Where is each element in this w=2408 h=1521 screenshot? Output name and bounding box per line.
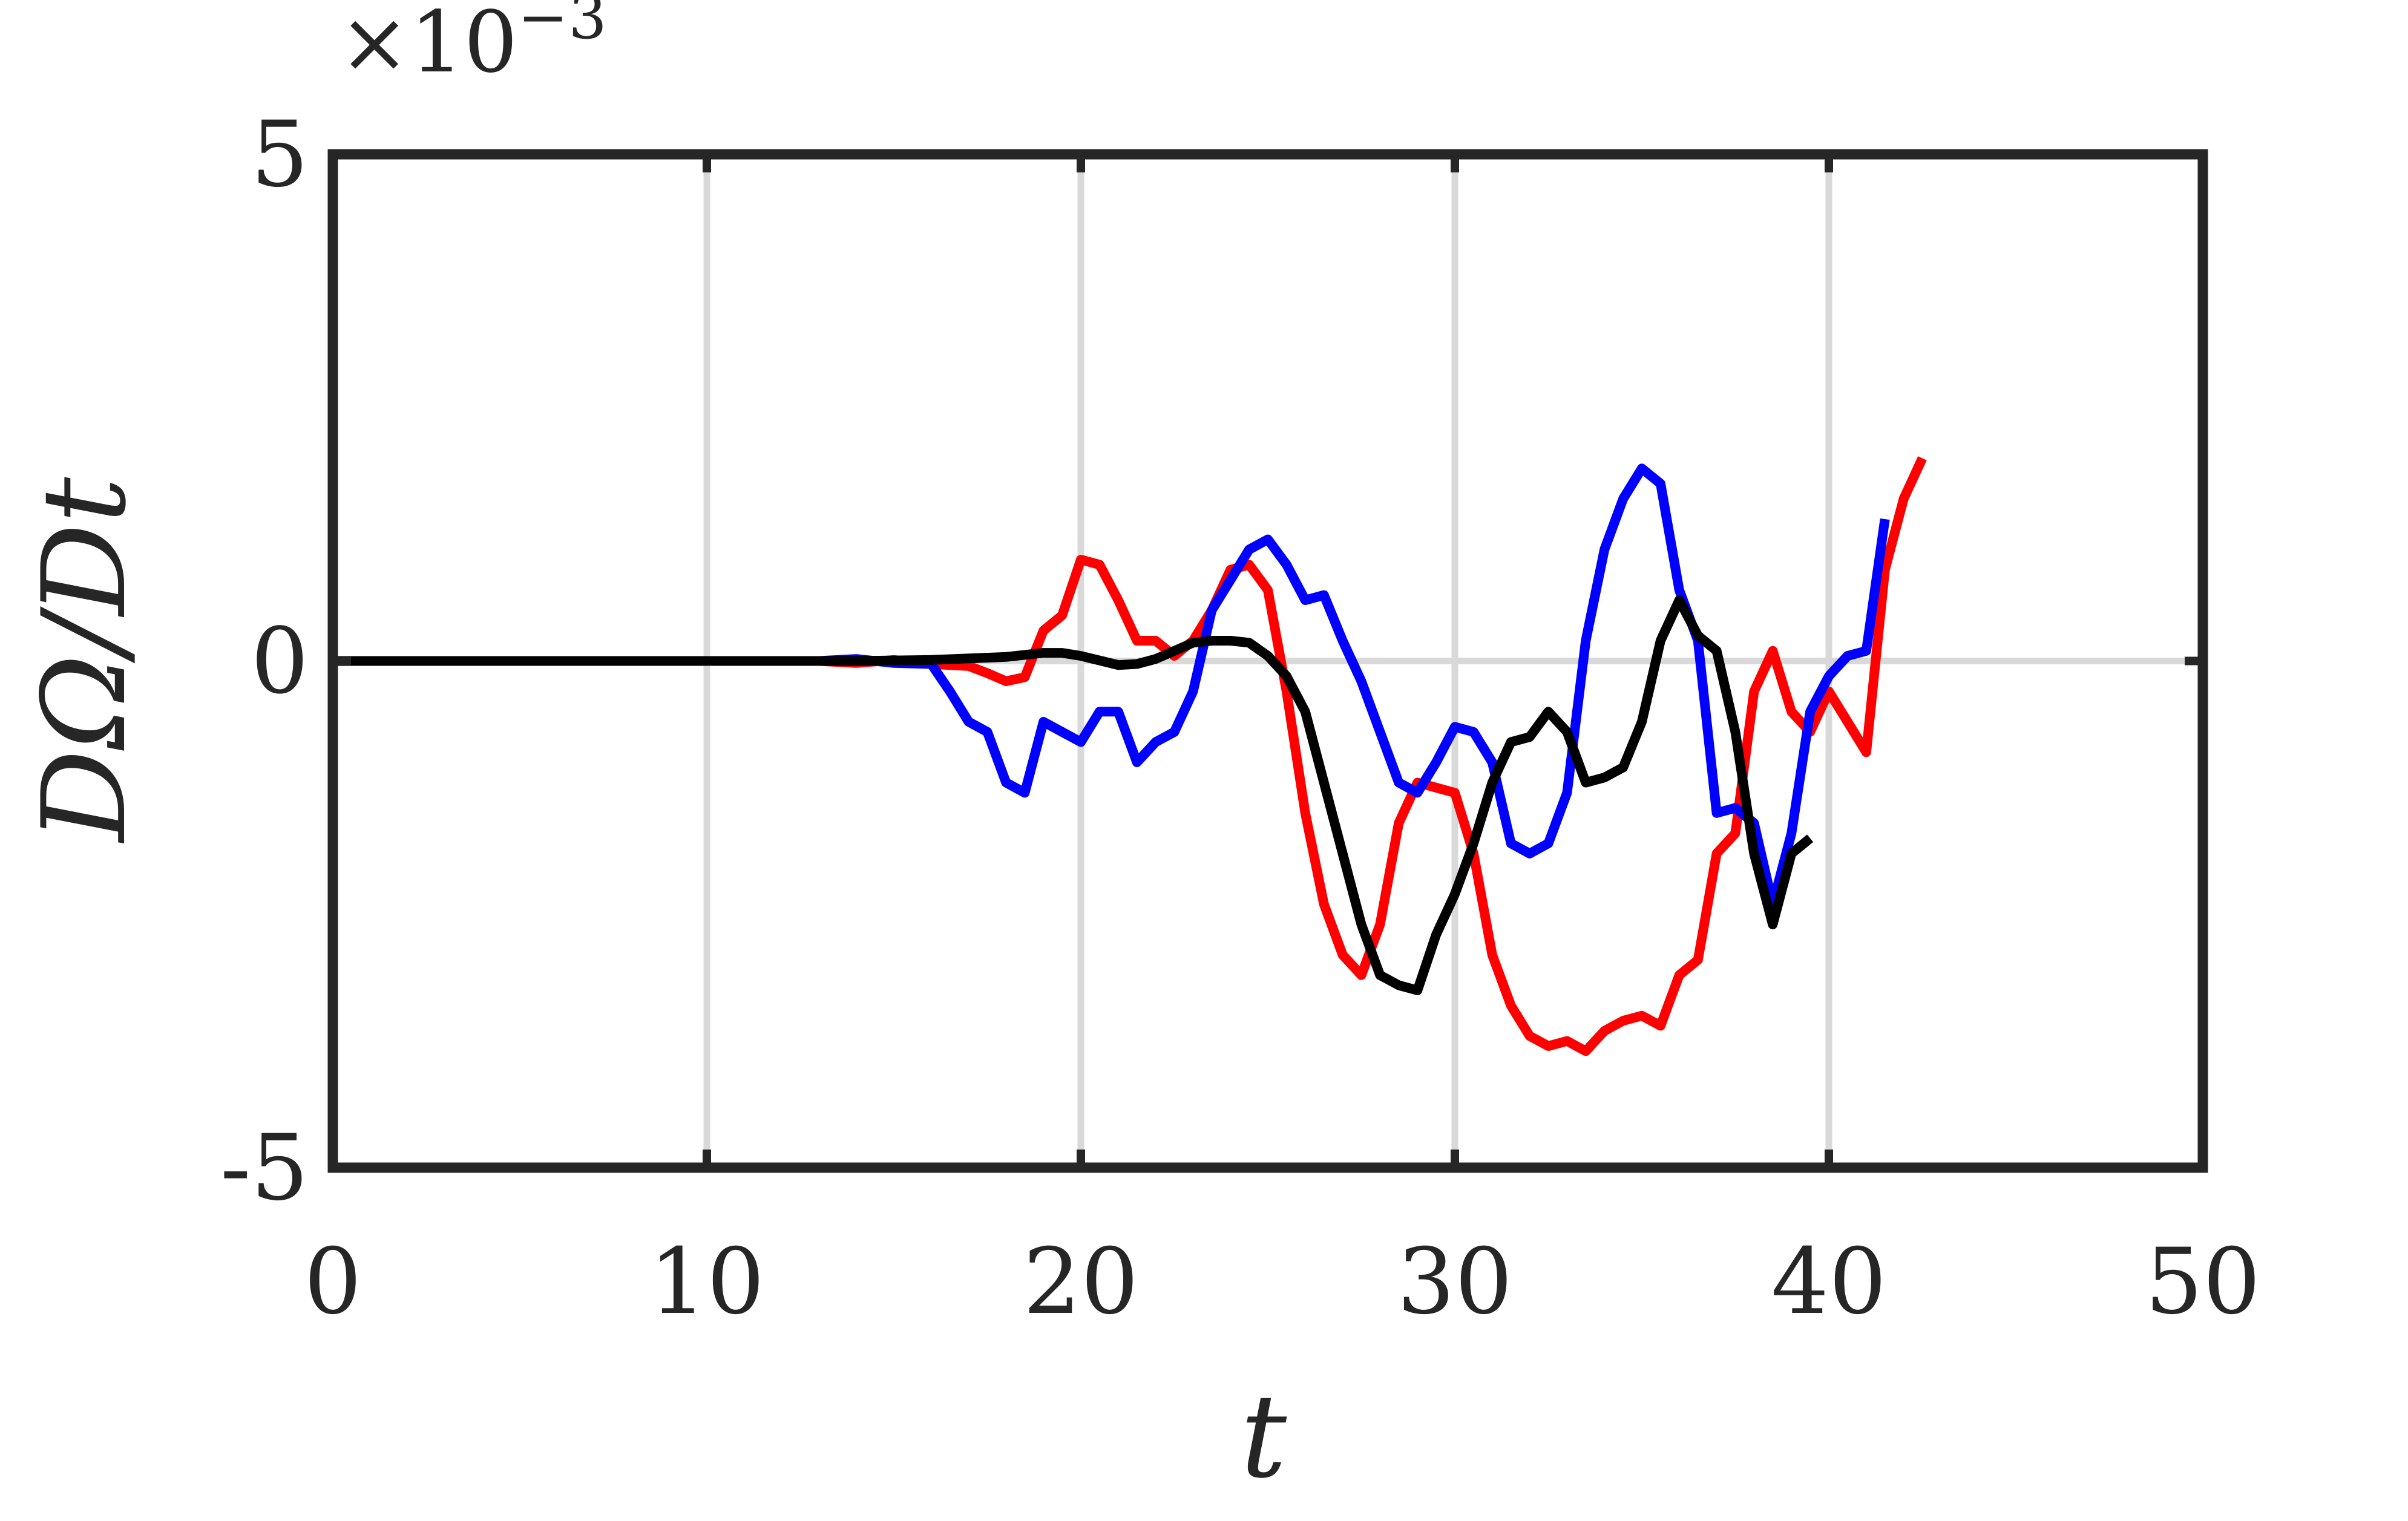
y-exponent-power: −3 (517, 0, 606, 53)
series-group (333, 456, 1927, 1056)
x-tick-labels: 0 10 20 30 40 50 (304, 1229, 2260, 1335)
series-line-1 (333, 456, 1927, 1056)
y-exponent-label: ×10−3 (339, 0, 607, 92)
x-tick-label: 30 (1397, 1229, 1513, 1335)
x-axis-label: t (1241, 1370, 1287, 1503)
tick-marks (329, 150, 2207, 1172)
series-line-2 (333, 463, 1890, 909)
y-axis-label: DΩ/Dt (18, 477, 151, 843)
x-tick-label: 50 (2145, 1229, 2261, 1335)
y-tick-label: -5 (220, 1116, 309, 1221)
y-exponent-base: ×10 (339, 0, 517, 92)
y-tick-label: 0 (251, 609, 309, 715)
x-tick-label: 40 (1771, 1229, 1887, 1335)
x-tick-label: 0 (304, 1229, 361, 1335)
y-tick-label: 5 (251, 102, 309, 208)
x-tick-label: 20 (1023, 1229, 1139, 1335)
series-line-3 (333, 595, 1814, 995)
x-tick-label: 10 (649, 1229, 765, 1335)
y-tick-labels: -5 0 5 (220, 102, 309, 1221)
